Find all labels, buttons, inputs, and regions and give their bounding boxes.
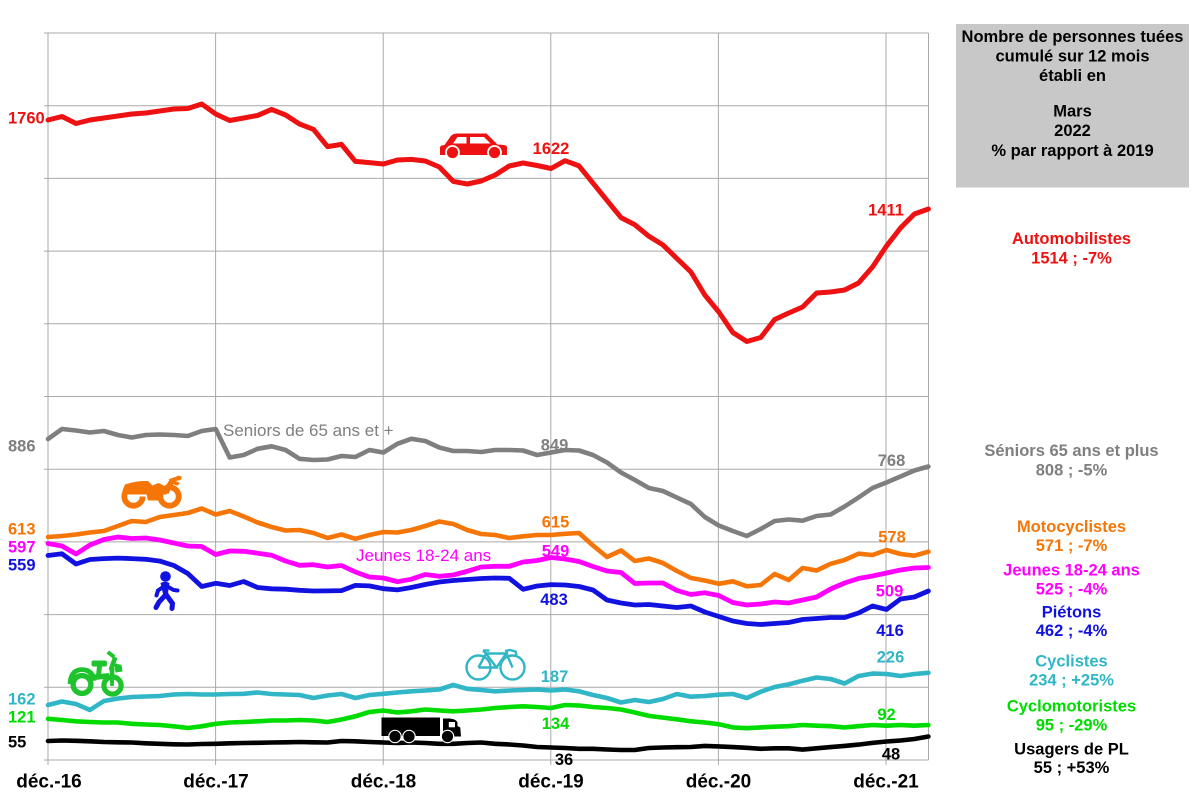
svg-text:Usagers de PL: Usagers de PL <box>1014 741 1129 759</box>
svg-text:549: 549 <box>542 543 570 561</box>
svg-text:Jeunes 18-24 ans: Jeunes 18-24 ans <box>356 546 491 565</box>
svg-text:Seniors de 65 ans et +: Seniors de 65 ans et + <box>223 421 394 440</box>
svg-text:déc.-16: déc.-16 <box>16 772 81 793</box>
svg-text:416: 416 <box>876 622 904 640</box>
svg-text:162: 162 <box>8 691 36 709</box>
svg-text:Cyclistes: Cyclistes <box>1035 653 1107 671</box>
svg-text:Nombre de personnes tuées: Nombre de personnes tuées <box>962 28 1184 46</box>
svg-text:615: 615 <box>542 514 570 532</box>
svg-text:1622: 1622 <box>533 140 570 158</box>
svg-text:613: 613 <box>8 521 36 539</box>
svg-text:849: 849 <box>541 437 569 455</box>
svg-text:établi en: établi en <box>1039 67 1106 85</box>
svg-text:% par rapport à 2019: % par rapport à 2019 <box>991 142 1153 160</box>
svg-text:121: 121 <box>8 709 36 727</box>
svg-text:1514 ; -7%: 1514 ; -7% <box>1031 250 1112 268</box>
svg-text:Séniors 65 ans et plus: Séniors 65 ans et plus <box>984 442 1158 460</box>
svg-text:1411: 1411 <box>868 202 904 220</box>
svg-text:187: 187 <box>541 668 569 686</box>
svg-text:559: 559 <box>8 557 36 575</box>
svg-text:2022: 2022 <box>1054 122 1091 140</box>
svg-text:36: 36 <box>555 751 573 769</box>
svg-text:cumulé sur 12 mois: cumulé sur 12 mois <box>995 48 1149 66</box>
svg-text:déc.-19: déc.-19 <box>518 772 583 793</box>
svg-text:234 ; +25%: 234 ; +25% <box>1029 672 1114 690</box>
svg-text:Piétons: Piétons <box>1042 604 1102 622</box>
svg-text:déc.-20: déc.-20 <box>686 772 751 793</box>
svg-text:Automobilistes: Automobilistes <box>1012 230 1131 248</box>
svg-text:886: 886 <box>8 438 36 456</box>
svg-text:462 ; -4%: 462 ; -4% <box>1036 622 1108 640</box>
svg-text:597: 597 <box>8 539 36 557</box>
svg-text:134: 134 <box>542 715 570 733</box>
svg-text:95 ; -29%: 95 ; -29% <box>1036 717 1108 735</box>
svg-text:48: 48 <box>882 746 900 764</box>
svg-text:483: 483 <box>540 591 568 609</box>
svg-text:déc.-17: déc.-17 <box>183 772 248 793</box>
svg-text:1760: 1760 <box>8 110 45 128</box>
svg-text:déc.-21: déc.-21 <box>853 772 919 793</box>
svg-text:226: 226 <box>877 649 905 667</box>
svg-text:Mars: Mars <box>1053 103 1092 121</box>
svg-text:768: 768 <box>878 452 906 470</box>
svg-text:509: 509 <box>876 583 904 601</box>
svg-text:808 ; -5%: 808 ; -5% <box>1036 462 1108 480</box>
svg-text:571 ; -7%: 571 ; -7% <box>1036 537 1108 555</box>
svg-text:55: 55 <box>8 734 26 752</box>
svg-text:Jeunes 18-24 ans: Jeunes 18-24 ans <box>1003 562 1140 580</box>
svg-text:Cyclomotoristes: Cyclomotoristes <box>1007 698 1136 716</box>
svg-text:Motocyclistes: Motocyclistes <box>1017 518 1126 536</box>
svg-text:578: 578 <box>878 529 906 547</box>
svg-text:déc.-18: déc.-18 <box>351 772 416 793</box>
svg-text:55 ; +53%: 55 ; +53% <box>1034 759 1110 777</box>
svg-text:92: 92 <box>877 706 895 724</box>
svg-text:525 ; -4%: 525 ; -4% <box>1036 581 1108 599</box>
